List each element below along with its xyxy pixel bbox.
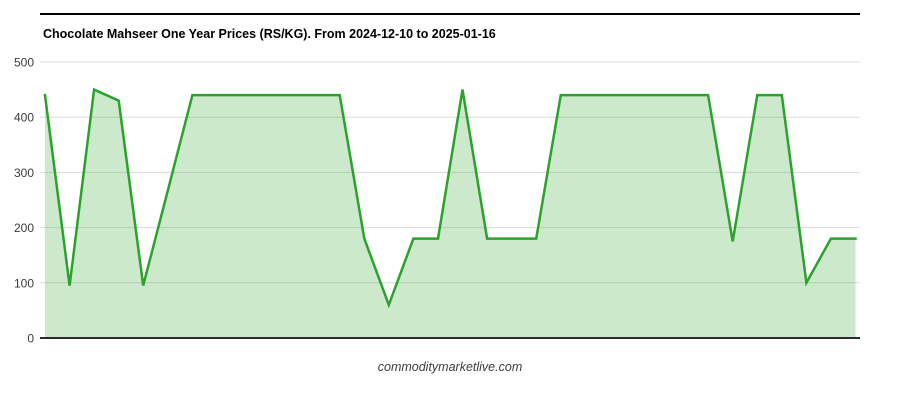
- y-axis-tick-label: 0: [27, 332, 34, 346]
- y-axis-tick-label: 300: [14, 166, 34, 180]
- chart-title: Chocolate Mahseer One Year Prices (RS/KG…: [43, 27, 496, 41]
- watermark-text: commoditymarketlive.com: [377, 360, 523, 374]
- y-axis-tick-label: 100: [14, 276, 34, 290]
- price-area-fill: [45, 89, 856, 338]
- y-axis-tick-label: 500: [14, 56, 34, 70]
- top-border-rule: [40, 13, 860, 15]
- y-axis-tick-label: 200: [14, 221, 34, 235]
- y-axis-tick-label: 400: [14, 111, 34, 125]
- price-line: [43, 87, 857, 309]
